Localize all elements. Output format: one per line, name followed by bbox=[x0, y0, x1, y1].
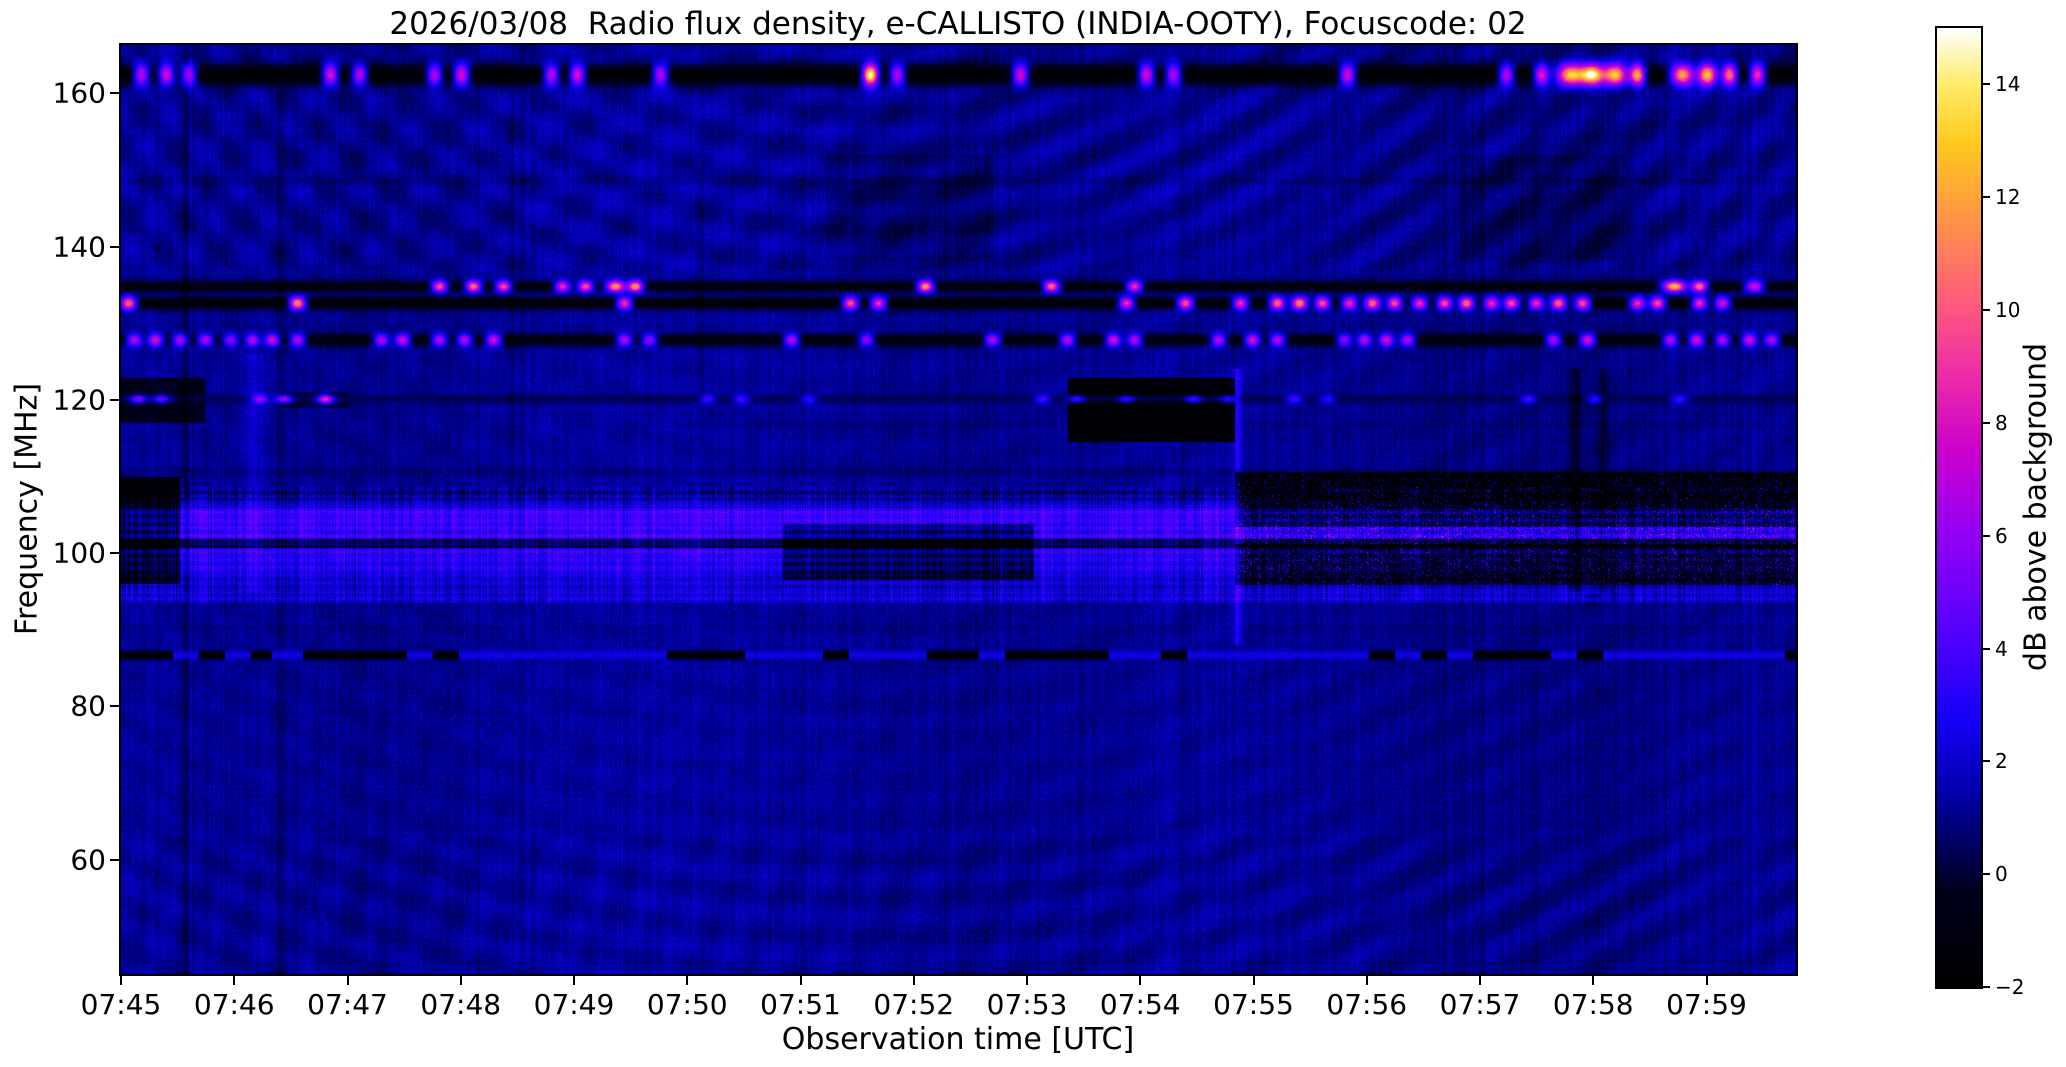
x-tick-mark bbox=[1705, 976, 1708, 985]
y-tick-mark bbox=[110, 705, 119, 708]
x-tick-mark bbox=[120, 976, 122, 985]
x-tick-label: 07:50 bbox=[646, 988, 728, 1021]
x-tick-label: 07:54 bbox=[1099, 988, 1181, 1021]
x-tick-label: 07:53 bbox=[986, 988, 1068, 1021]
colorbar-tick-mark bbox=[1983, 309, 1990, 312]
colorbar-tick-label: 14 bbox=[1995, 72, 2021, 97]
y-tick-label: 100 bbox=[52, 536, 106, 570]
colorbar-canvas bbox=[1935, 26, 1983, 989]
colorbar-label: dB above background bbox=[2018, 342, 2054, 672]
x-tick-label: 07:57 bbox=[1439, 988, 1521, 1021]
chart-title: 2026/03/08 Radio flux density, e-CALLIST… bbox=[389, 6, 1527, 42]
x-tick-mark bbox=[1139, 976, 1142, 985]
colorbar-tick-label: 8 bbox=[1995, 410, 2008, 435]
y-tick-mark bbox=[110, 552, 119, 555]
colorbar-tick-label: −2 bbox=[1995, 975, 2025, 999]
x-tick-label: 07:45 bbox=[80, 988, 162, 1021]
colorbar-tick-mark bbox=[1983, 534, 1990, 537]
x-tick-label: 07:59 bbox=[1666, 988, 1747, 1021]
x-tick-label: 07:55 bbox=[1213, 988, 1294, 1021]
y-tick-label: 140 bbox=[52, 230, 106, 264]
x-tick-label: 07:46 bbox=[193, 988, 275, 1021]
colorbar-tick-mark bbox=[1983, 760, 1990, 763]
x-tick-mark bbox=[233, 976, 236, 985]
x-tick-mark bbox=[1592, 976, 1595, 985]
x-tick-mark bbox=[1026, 976, 1029, 985]
x-tick-mark bbox=[686, 976, 689, 985]
x-tick-label: 07:48 bbox=[420, 988, 502, 1021]
y-tick-mark bbox=[110, 245, 119, 248]
x-tick-label: 07:58 bbox=[1552, 988, 1634, 1021]
y-tick-label: 60 bbox=[70, 843, 106, 877]
y-tick-mark bbox=[110, 858, 119, 861]
x-tick-mark bbox=[1479, 976, 1482, 985]
colorbar-tick-label: 12 bbox=[1995, 185, 2021, 210]
y-tick-label: 80 bbox=[70, 689, 106, 723]
x-tick-mark bbox=[799, 976, 802, 985]
spectrogram-canvas bbox=[119, 43, 1798, 976]
x-axis-label: Observation time [UTC] bbox=[781, 1022, 1135, 1057]
colorbar-tick-mark bbox=[1983, 196, 1990, 199]
colorbar-tick-label: 4 bbox=[1995, 636, 2008, 661]
x-tick-mark bbox=[346, 976, 349, 985]
colorbar-tick-mark bbox=[1983, 83, 1990, 86]
x-tick-mark bbox=[1252, 976, 1255, 985]
colorbar-tick-mark bbox=[1983, 421, 1990, 424]
x-tick-mark bbox=[912, 976, 915, 985]
x-tick-label: 07:49 bbox=[533, 988, 615, 1021]
y-tick-mark bbox=[110, 398, 119, 401]
colorbar-tick-mark bbox=[1983, 647, 1990, 650]
x-tick-mark bbox=[1365, 976, 1368, 985]
y-tick-label: 160 bbox=[52, 76, 106, 110]
colorbar-tick-label: 6 bbox=[1995, 523, 2008, 548]
x-tick-label: 07:47 bbox=[307, 988, 388, 1021]
colorbar-tick-mark bbox=[1983, 873, 1990, 876]
colorbar-tick-mark bbox=[1983, 986, 1990, 988]
y-tick-label: 120 bbox=[52, 383, 106, 417]
x-tick-label: 07:51 bbox=[760, 988, 841, 1021]
colorbar-tick-label: 0 bbox=[1995, 862, 2008, 887]
x-tick-label: 07:52 bbox=[873, 988, 955, 1021]
x-tick-mark bbox=[573, 976, 575, 985]
colorbar-tick-label: 2 bbox=[1995, 749, 2008, 774]
x-tick-mark bbox=[459, 976, 462, 985]
colorbar-tick-label: 10 bbox=[1995, 298, 2021, 323]
y-tick-mark bbox=[110, 92, 119, 95]
x-tick-label: 07:56 bbox=[1326, 988, 1408, 1021]
y-axis-label: Frequency [MHz] bbox=[9, 382, 45, 636]
